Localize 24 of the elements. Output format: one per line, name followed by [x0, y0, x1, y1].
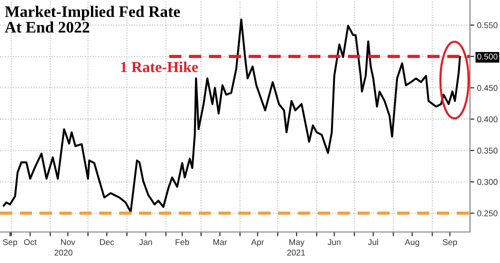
y-tick-label: 0.350 — [477, 148, 498, 154]
y-tick-label: 0.550 — [477, 22, 498, 28]
x-tick-label: Dec — [100, 239, 114, 246]
text: Market-Implied Fed Rate At End 2022 — [4, 6, 180, 33]
x-tick-label: Nov — [61, 239, 76, 246]
text: 2020 — [54, 250, 72, 256]
x-tick-label: Sep — [442, 239, 457, 247]
y-tick-label: 0.450 — [477, 84, 498, 91]
x-tick-label: Oct — [24, 239, 37, 246]
x-tick-label: Feb — [176, 238, 190, 246]
x-tick-label: Jan — [139, 239, 152, 246]
ref-line-label: 1 Rate-Hike — [121, 61, 198, 72]
x-tick-label: Aug — [404, 239, 420, 247]
y-tick-label: 0.300 — [477, 179, 498, 185]
x-tick-label: Apr — [251, 239, 264, 247]
text: 2021 — [287, 250, 305, 256]
y-tick-label: 0.250 — [477, 210, 498, 216]
x-tick-label: Sep — [3, 239, 18, 247]
x-tick-label: Jun — [328, 239, 340, 246]
x-tick-label: Jul — [368, 238, 378, 246]
y-tick-label: 0.400 — [477, 116, 498, 122]
x-tick-label: Mar — [213, 239, 227, 246]
x-tick-label: May — [289, 239, 304, 247]
y-tick-label: 0.500 — [477, 54, 498, 60]
